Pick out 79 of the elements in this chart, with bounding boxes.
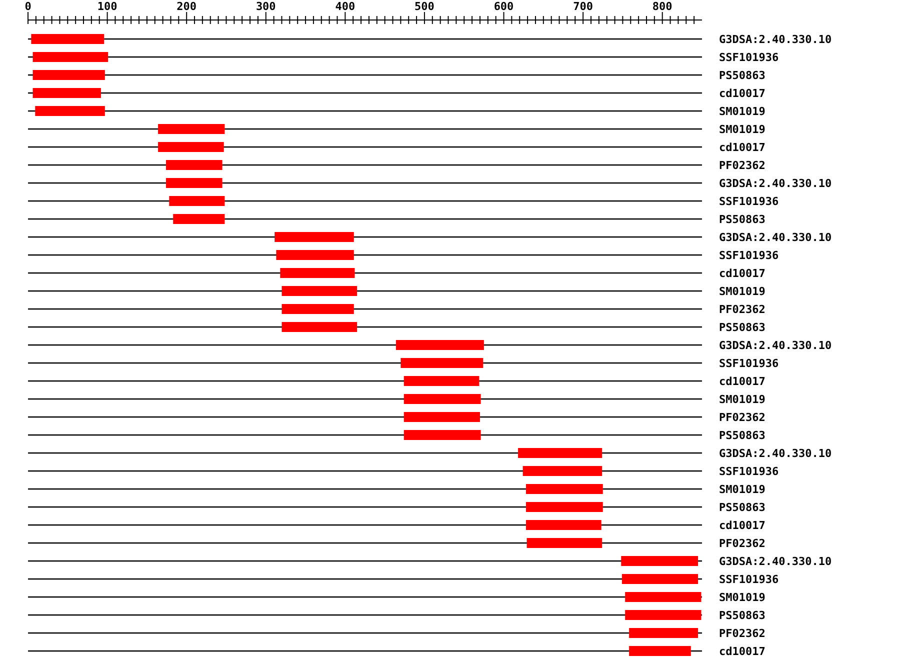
bar <box>169 196 225 206</box>
x-tick-label: 700 <box>573 0 593 13</box>
y-tick-label: cd10017 <box>719 87 766 100</box>
x-tick-label: 0 <box>24 0 32 13</box>
bar <box>522 466 602 476</box>
bar <box>526 538 602 548</box>
x-tick-label: 500 <box>414 0 434 13</box>
y-tick-label: SM01019 <box>719 105 766 118</box>
bar <box>274 232 354 242</box>
y-tick-label: SSF101936 <box>719 465 779 478</box>
x-tick-label: 800 <box>652 0 672 13</box>
y-tick-label: G3DSA:2.40.330.10 <box>719 447 832 460</box>
bar <box>280 268 355 278</box>
y-tick-label: cd10017 <box>719 375 766 388</box>
bar <box>404 376 480 386</box>
bar <box>282 286 358 296</box>
bar <box>32 52 108 62</box>
y-tick-label: cd10017 <box>719 519 766 532</box>
y-tick-label: SM01019 <box>719 123 766 136</box>
y-tick-label: SSF101936 <box>719 573 779 586</box>
bar <box>404 430 481 440</box>
y-tick-label: G3DSA:2.40.330.10 <box>719 339 832 352</box>
y-tick-label: G3DSA:2.40.330.10 <box>719 177 832 190</box>
bar <box>526 520 602 530</box>
y-tick-label: PF02362 <box>719 537 766 550</box>
y-tick-label: cd10017 <box>719 645 766 658</box>
bar <box>400 358 484 368</box>
bar <box>166 178 222 188</box>
y-tick-label: PF02362 <box>719 411 766 424</box>
bar <box>32 70 105 80</box>
y-tick-label: PS50863 <box>719 69 766 82</box>
x-tick-label: 300 <box>256 0 276 13</box>
y-tick-label: PF02362 <box>719 627 766 640</box>
bar <box>32 88 101 98</box>
y-tick-label: G3DSA:2.40.330.10 <box>719 33 832 46</box>
bar <box>526 484 603 494</box>
bar <box>625 610 702 620</box>
x-tick-label: 200 <box>176 0 197 13</box>
bar <box>404 394 481 404</box>
bar <box>158 124 225 134</box>
bar <box>282 304 354 314</box>
x-tick-label: 600 <box>494 0 514 13</box>
bar <box>629 628 698 638</box>
bar <box>31 34 104 44</box>
y-tick-label: PS50863 <box>719 609 766 622</box>
y-tick-label: PF02362 <box>719 303 766 316</box>
y-tick-label: SM01019 <box>719 393 766 406</box>
y-tick-label: SSF101936 <box>719 51 779 64</box>
y-tick-label: PS50863 <box>719 321 766 334</box>
bar <box>621 556 698 566</box>
y-tick-label: SM01019 <box>719 483 766 496</box>
y-tick-label: cd10017 <box>719 141 766 154</box>
y-tick-label: PS50863 <box>719 501 766 514</box>
bar <box>526 502 603 512</box>
y-tick-label: PS50863 <box>719 213 766 226</box>
bar <box>404 412 480 422</box>
x-tick-label: 100 <box>97 0 118 13</box>
x-tick-label: 400 <box>335 0 356 13</box>
y-tick-label: G3DSA:2.40.330.10 <box>719 555 832 568</box>
y-tick-label: SM01019 <box>719 591 766 604</box>
bar <box>35 106 105 116</box>
y-tick-label: G3DSA:2.40.330.10 <box>719 231 832 244</box>
y-tick-label: SSF101936 <box>719 357 779 370</box>
bar <box>173 214 225 224</box>
y-tick-label: PF02362 <box>719 159 766 172</box>
bar <box>518 448 602 458</box>
bar <box>276 250 354 260</box>
bar <box>622 574 698 584</box>
y-tick-label: cd10017 <box>719 267 766 280</box>
bar <box>282 322 358 332</box>
y-tick-label: SSF101936 <box>719 195 779 208</box>
bar <box>396 340 484 350</box>
bar <box>629 646 691 656</box>
bar <box>166 160 222 170</box>
y-tick-label: SM01019 <box>719 285 766 298</box>
bar <box>625 592 702 602</box>
bar <box>158 142 224 152</box>
y-tick-label: SSF101936 <box>719 249 779 262</box>
y-tick-label: PS50863 <box>719 429 766 442</box>
